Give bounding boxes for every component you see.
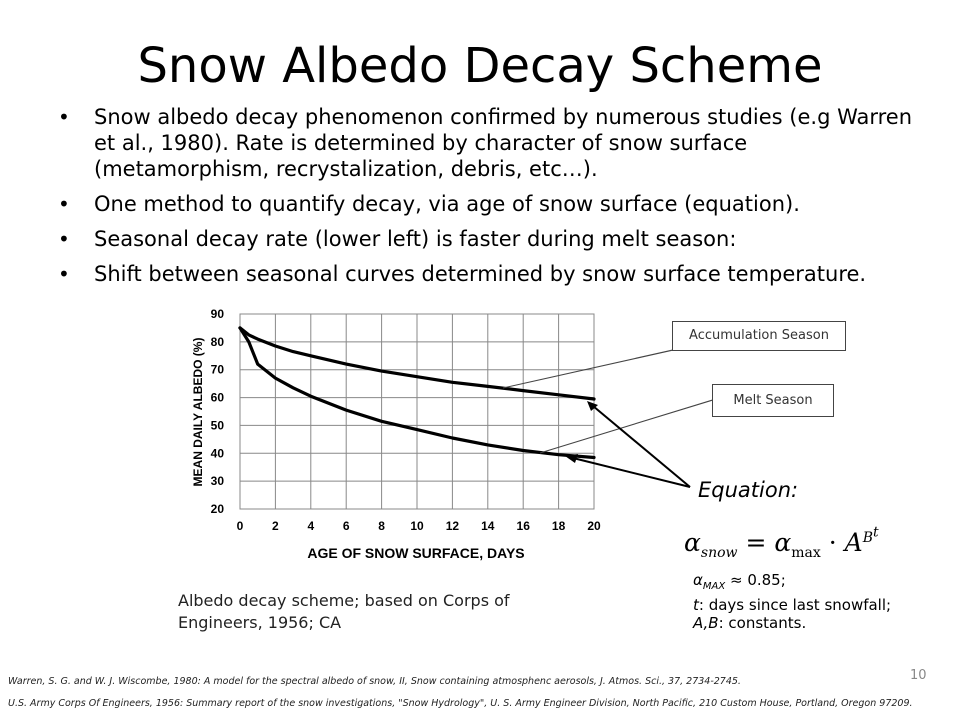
formula-exp-t: t	[872, 524, 879, 540]
y-tick-label: 40	[211, 446, 225, 460]
y-axis-label: MEAN DAILY ALBEDO (%)	[191, 338, 205, 487]
bullet-item: • Seasonal decay rate (lower left) is fas…	[56, 226, 916, 252]
y-tick-label: 50	[211, 418, 225, 432]
accumulation-season-label: Accumulation Season	[689, 328, 829, 343]
x-tick-label: 6	[343, 519, 350, 533]
x-tick-label: 0	[237, 519, 244, 533]
albedo-formula: αsnow = αmax · ABt	[684, 524, 879, 561]
bullet-item: • Snow albedo decay phenomenon confirmed …	[56, 104, 916, 182]
x-tick-label: 16	[517, 519, 531, 533]
x-tick-label: 10	[410, 519, 424, 533]
y-tick-label: 80	[211, 335, 225, 349]
y-tick-label: 20	[211, 502, 225, 516]
amax-symbol: α	[693, 571, 703, 589]
accumulation-season-line	[238, 326, 596, 401]
y-tick-label: 30	[211, 474, 225, 488]
formula-alpha-max: α	[774, 527, 792, 557]
x-tick-label: 20	[587, 519, 601, 533]
definition-t: t: days since last snowfall;	[693, 596, 891, 614]
melt-season-callout: Melt Season	[712, 384, 834, 417]
accumulation-season-callout: Accumulation Season	[672, 321, 846, 351]
formula-alpha: α	[684, 527, 701, 557]
arrow-head-accumulation	[587, 401, 598, 411]
equation-label: Equation:	[698, 478, 799, 502]
amax-value: ≈ 0.85;	[725, 571, 786, 589]
bullet-list: • Snow albedo decay phenomenon confirmed …	[56, 104, 916, 296]
y-tick-label: 70	[211, 363, 225, 377]
reference-warren: Warren, S. G. and W. J. Wiscombe, 1980: …	[8, 676, 741, 687]
reference-corps: U.S. Army Corps Of Engineers, 1956: Summ…	[8, 698, 913, 709]
equation-arrow-to-melt	[572, 457, 691, 488]
definition-alpha-max: αMAX ≈ 0.85;	[693, 571, 891, 596]
x-tick-label: 12	[446, 519, 460, 533]
y-tick-label: 60	[211, 391, 225, 405]
amax-sub: MAX	[702, 581, 726, 592]
bullet-icon: •	[58, 262, 70, 286]
arrow-head-melt	[565, 454, 578, 463]
definition-ab: A,B: constants.	[693, 614, 891, 632]
formula-A: A	[844, 527, 863, 557]
bullet-icon: •	[58, 227, 70, 251]
x-tick-label: 4	[307, 519, 314, 533]
t-desc: : days since last snowfall;	[698, 596, 892, 614]
melt-season-line	[238, 326, 596, 460]
t-symbol: t	[693, 596, 699, 614]
equation-definitions: αMAX ≈ 0.85; t: days since last snowfall…	[693, 571, 891, 632]
equation-arrow-to-accumulation	[592, 405, 691, 488]
bullet-item: • One method to quantify decay, via age o…	[56, 191, 916, 217]
slide-title: Snow Albedo Decay Scheme	[137, 38, 823, 94]
formula-sub-snow: snow	[700, 544, 738, 561]
x-tick-label: 2	[272, 519, 279, 533]
y-tick-label: 90	[211, 307, 225, 321]
bullet-text: Shift between seasonal curves determined…	[94, 262, 867, 286]
bullet-text: Seasonal decay rate (lower left) is fast…	[94, 227, 737, 251]
page-number: 10	[910, 668, 927, 683]
x-tick-label: 18	[552, 519, 566, 533]
bullet-text: Snow albedo decay phenomenon confirmed b…	[94, 105, 913, 181]
x-tick-label: 14	[481, 519, 495, 533]
bullet-icon: •	[58, 192, 70, 216]
ab-desc: : constants.	[718, 614, 807, 632]
references: Warren, S. G. and W. J. Wiscombe, 1980: …	[8, 676, 958, 720]
formula-dot: ·	[820, 527, 845, 557]
x-tick-label: 8	[378, 519, 385, 533]
bullet-text: One method to quantify decay, via age of…	[94, 192, 800, 216]
formula-equals: =	[737, 527, 775, 557]
formula-sub-max: max	[791, 544, 821, 561]
melt-season-label: Melt Season	[733, 393, 813, 408]
x-axis-label: AGE OF SNOW SURFACE, DAYS	[307, 545, 524, 561]
bullet-item: • Shift between seasonal curves determine…	[56, 261, 916, 287]
formula-exp-B: B	[862, 529, 873, 546]
bullet-icon: •	[58, 105, 70, 129]
ab-symbol: A,B	[693, 614, 719, 632]
chart-caption: Albedo decay scheme; based on Corps of E…	[178, 591, 510, 632]
